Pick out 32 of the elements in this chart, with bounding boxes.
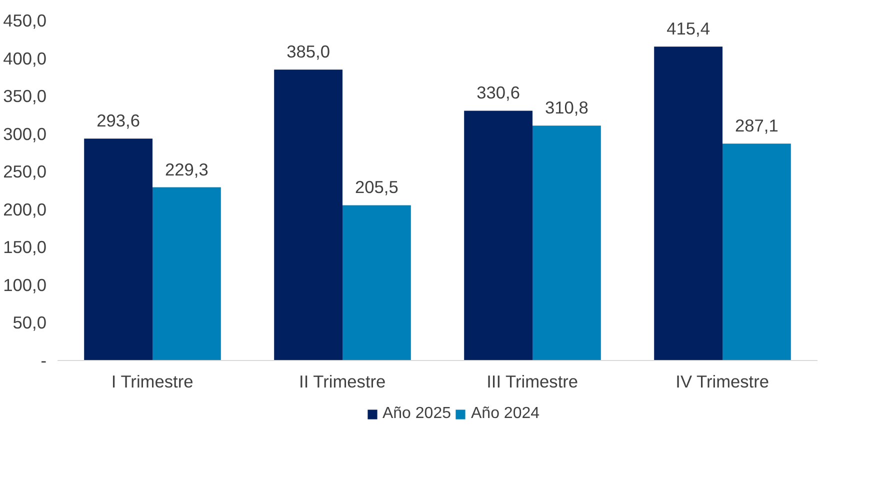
y-tick-label: 150,0 (3, 237, 47, 258)
x-tick-label: III Trimestre (486, 372, 578, 392)
bar (274, 70, 342, 360)
y-tick-label: 50,0 (12, 312, 47, 333)
data-label: 415,4 (666, 18, 710, 39)
bar (464, 110, 532, 360)
data-label: 385,0 (286, 42, 330, 62)
x-tick-label: IV Trimestre (676, 372, 770, 392)
y-tick-label: 250,0 (3, 162, 47, 182)
y-tick-label: 450,0 (3, 10, 47, 30)
x-tick-label: I Trimestre (111, 372, 194, 392)
data-label: 330,6 (476, 82, 520, 103)
bar (342, 205, 411, 360)
x-tick-label: II Trimestre (299, 372, 386, 392)
bar (722, 144, 791, 360)
data-label: 287,1 (735, 116, 778, 136)
bar (84, 138, 152, 360)
bar (532, 126, 601, 360)
data-label: 293,6 (96, 110, 140, 131)
y-tick-label: 400,0 (3, 48, 47, 68)
bar (654, 46, 722, 360)
y-tick-label: 300,0 (3, 124, 47, 144)
legend-label: Año 2025 (382, 405, 451, 423)
legend-label: Año 2024 (471, 405, 540, 423)
y-tick-label: - (40, 350, 47, 370)
y-tick-label: 200,0 (3, 199, 47, 220)
data-label: 229,3 (165, 159, 208, 180)
y-tick-label: 100,0 (3, 274, 47, 295)
data-label: 205,5 (355, 177, 398, 198)
y-tick-label: 350,0 (3, 86, 47, 106)
data-label: 310,8 (545, 98, 588, 118)
bar (152, 187, 221, 360)
